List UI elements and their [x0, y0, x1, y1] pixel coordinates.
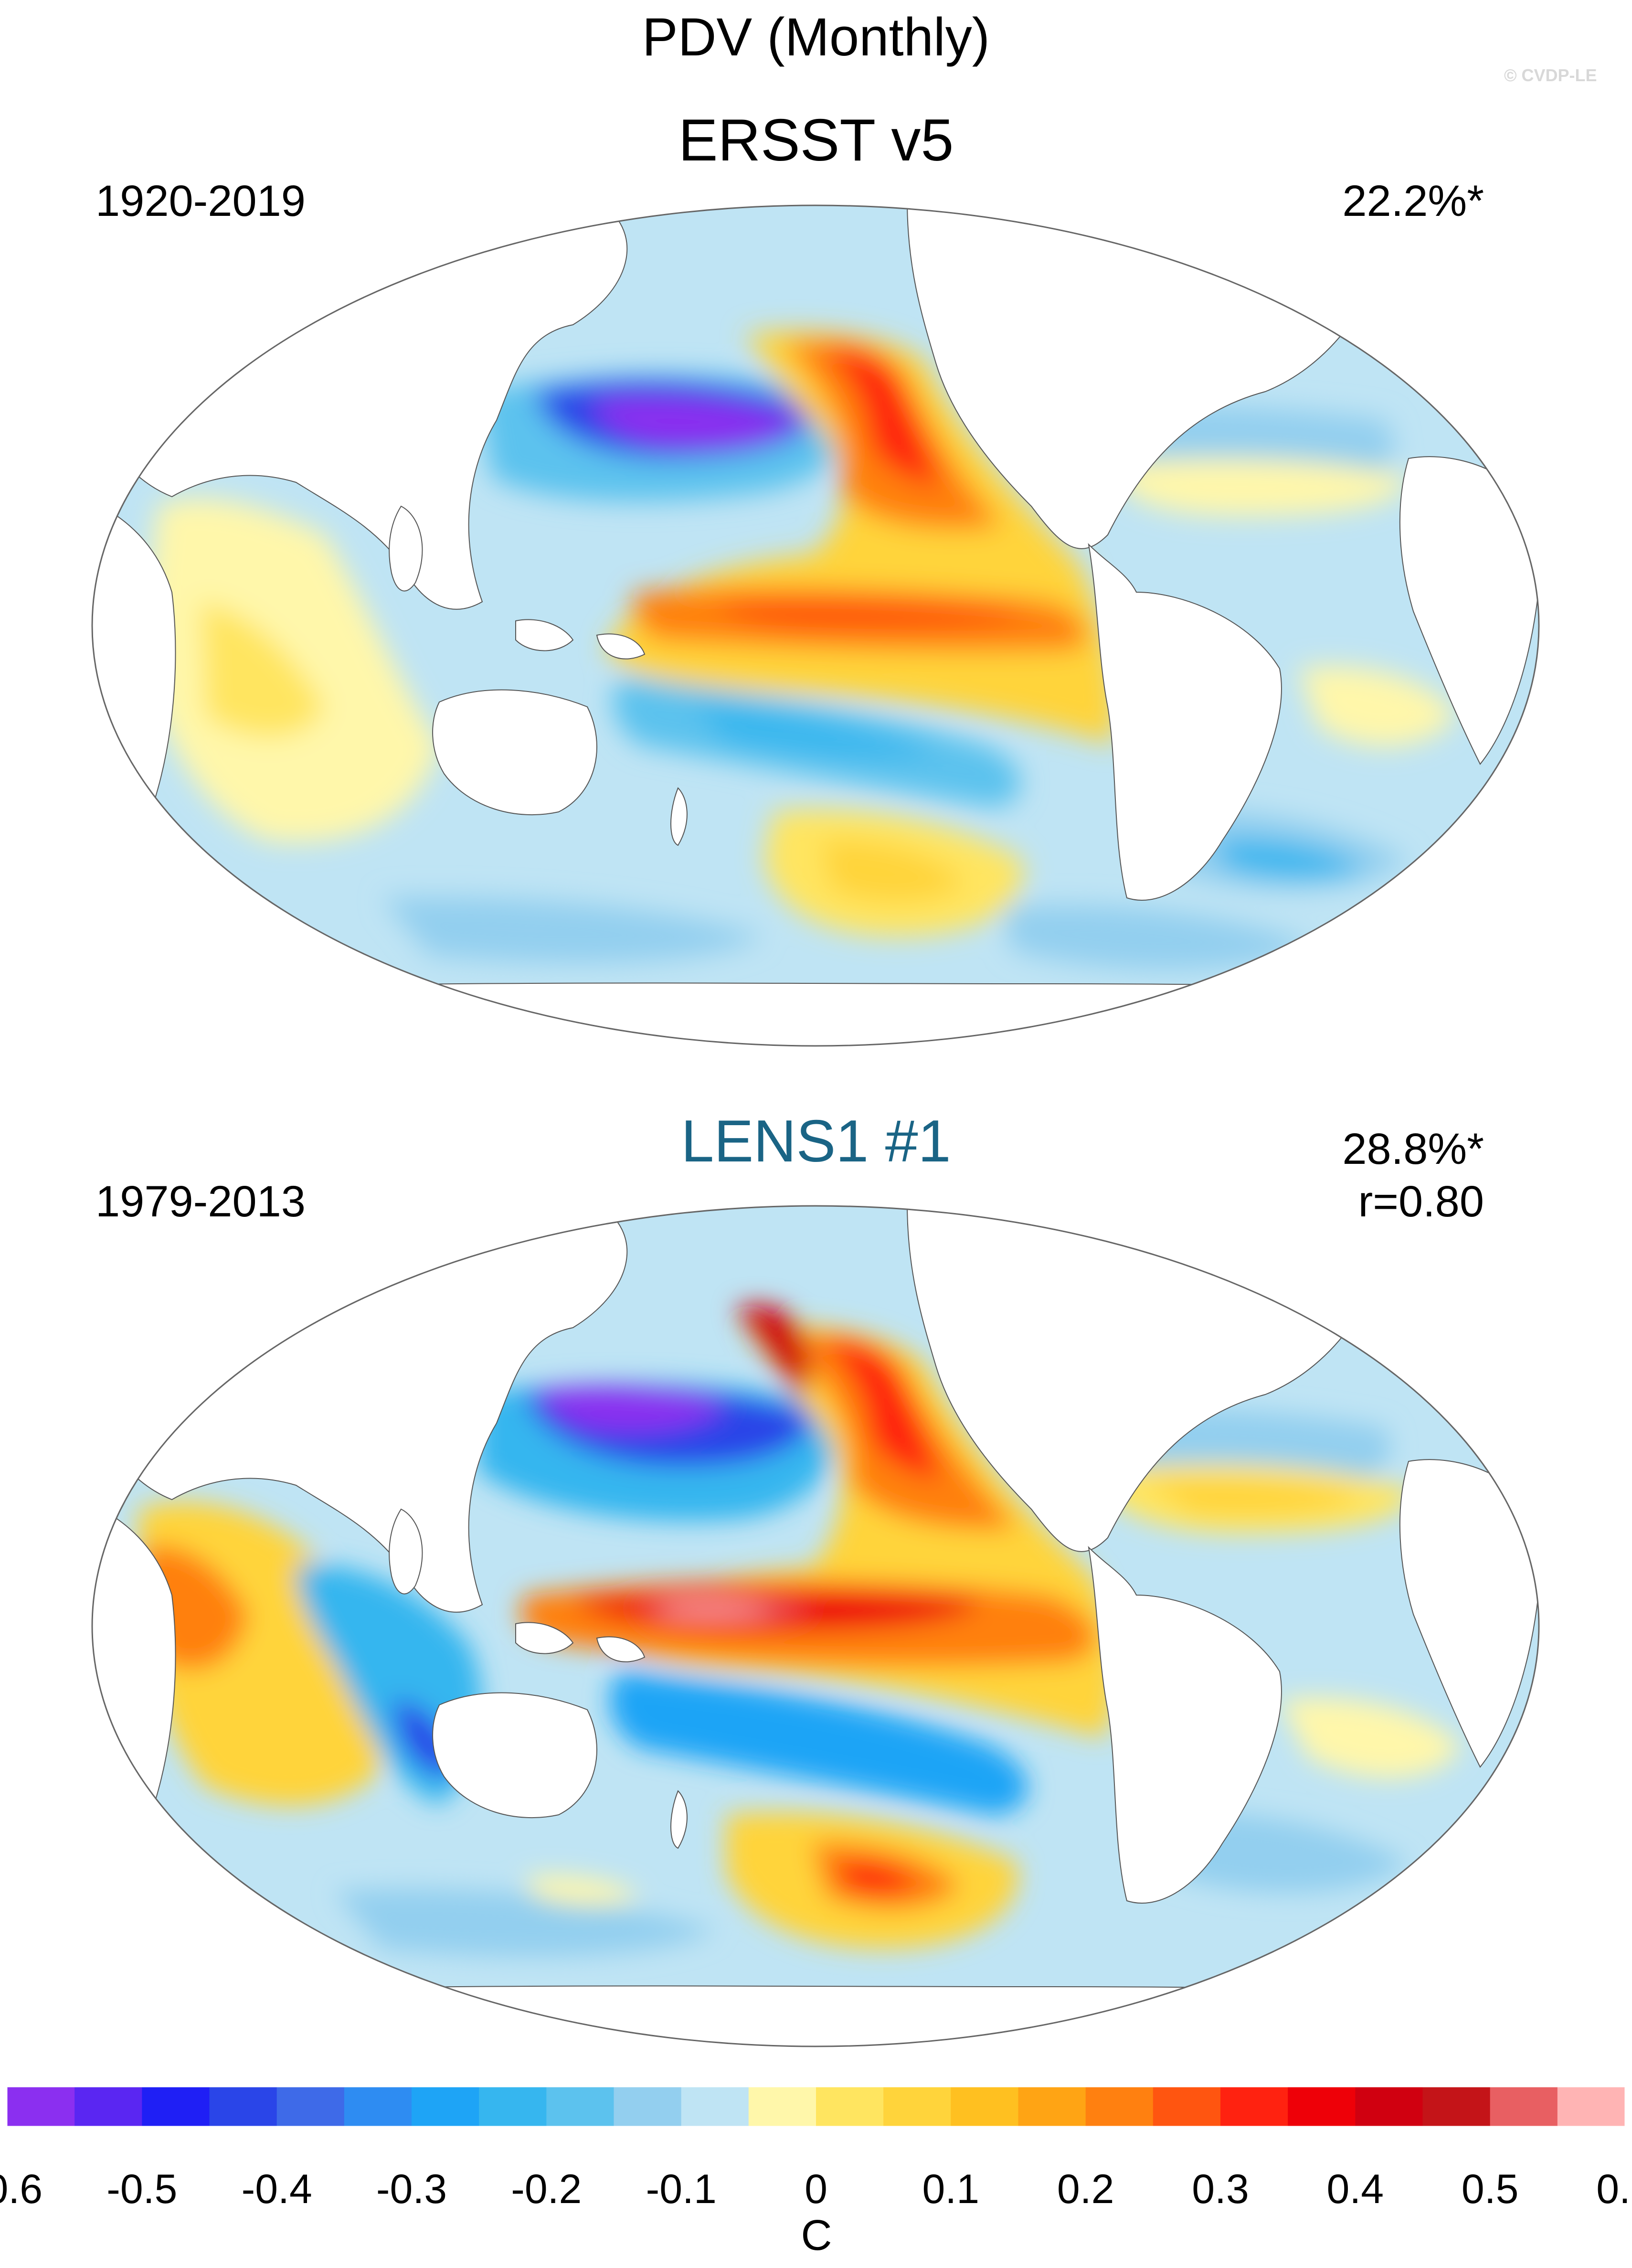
- colorbar-tick-label: 0.1: [922, 2166, 980, 2212]
- colorbar-tick-label: 0.3: [1192, 2166, 1249, 2212]
- colorbar-box-6: [412, 2087, 479, 2126]
- colorbar-tick-label: 0.4: [1326, 2166, 1384, 2212]
- colorbar-box-20: [1355, 2087, 1423, 2126]
- panel-1-period: 1920-2019: [95, 177, 306, 225]
- colorbar-tick-label: -0.3: [376, 2166, 447, 2212]
- colorbar-tick-label: -0.6: [0, 2166, 43, 2212]
- map-panel-lens1: [91, 1205, 1540, 2047]
- colorbar-box-2: [142, 2087, 210, 2126]
- colorbar-box-19: [1288, 2087, 1356, 2126]
- map-panel-ersst: [91, 204, 1540, 1047]
- colorbar-tick-label: 0: [805, 2166, 827, 2212]
- colorbar-box-23: [1557, 2087, 1625, 2126]
- colorbar-box-10: [681, 2087, 749, 2126]
- colorbar-box-13: [883, 2087, 951, 2126]
- colorbar-box-14: [951, 2087, 1018, 2126]
- colorbar-box-1: [74, 2087, 142, 2126]
- colorbar-box-21: [1422, 2087, 1491, 2126]
- colorbar-box-7: [479, 2087, 547, 2126]
- panel-2-correlation: r=0.80: [1358, 1177, 1484, 1226]
- panel-2-period: 1979-2013: [95, 1177, 306, 1226]
- figure-title: PDV (Monthly): [642, 7, 990, 67]
- colorbar-unit: C: [801, 2212, 832, 2259]
- colorbar-tick-label: -0.4: [241, 2166, 312, 2212]
- colorbar-box-8: [546, 2087, 614, 2126]
- panel-1-variance: 22.2%*: [1342, 177, 1484, 225]
- colorbar-box-0: [7, 2087, 75, 2126]
- colorbar-tick-label: 0.5: [1461, 2166, 1519, 2212]
- credit-label: © CVDP-LE: [1504, 65, 1597, 85]
- colorbar-box-11: [748, 2087, 816, 2126]
- colorbar-box-4: [276, 2087, 345, 2126]
- colorbar-box-5: [344, 2087, 412, 2126]
- colorbar-tick-label: -0.2: [511, 2166, 582, 2212]
- colorbar-box-22: [1490, 2087, 1558, 2126]
- panel-1-title: ERSST v5: [678, 107, 954, 173]
- colorbar-box-17: [1153, 2087, 1221, 2126]
- panel-2-variance: 28.8%*: [1342, 1125, 1484, 1173]
- panel-2-title: LENS1 #1: [681, 1108, 951, 1174]
- colorbar-tick-label: -0.1: [646, 2166, 717, 2212]
- colorbar-box-3: [209, 2087, 277, 2126]
- colorbar: [7, 2087, 1625, 2127]
- colorbar-box-15: [1018, 2087, 1086, 2126]
- colorbar-tick-label: 0.6: [1596, 2166, 1632, 2212]
- colorbar-tick-label: -0.5: [106, 2166, 178, 2212]
- colorbar-box-12: [816, 2087, 884, 2126]
- colorbar-box-18: [1220, 2087, 1288, 2126]
- colorbar-box-9: [614, 2087, 682, 2126]
- colorbar-box-16: [1085, 2087, 1154, 2126]
- colorbar-tick-label: 0.2: [1057, 2166, 1114, 2212]
